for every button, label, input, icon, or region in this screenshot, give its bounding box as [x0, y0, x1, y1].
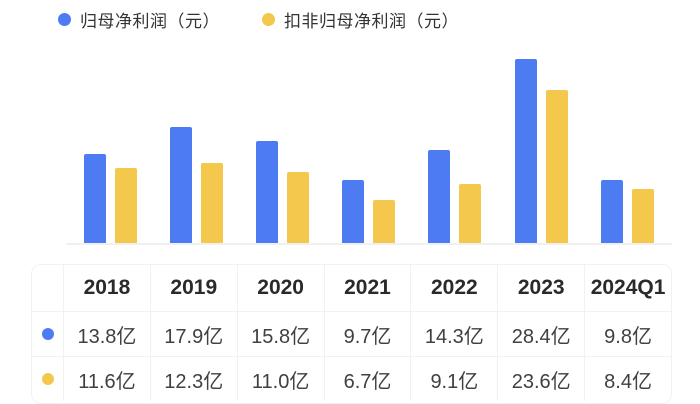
table-header-2024q1: 2024Q1 — [584, 265, 671, 311]
bar-deducted-net-profit-2023 — [546, 90, 568, 243]
series-dot-cell-deducted-net-profit — [32, 356, 63, 401]
bar-net-profit-2024q1 — [601, 180, 623, 243]
bar-net-profit-2022 — [428, 150, 450, 243]
cell-net-profit-2022: 14.3亿 — [410, 311, 498, 356]
legend-dot-net-profit — [58, 12, 71, 26]
bar-deducted-net-profit-2022 — [459, 184, 481, 243]
cell-net-profit-2024q1: 9.8亿 — [584, 311, 671, 356]
table-header-2020: 2020 — [236, 265, 324, 311]
bar-deducted-net-profit-2024q1 — [632, 189, 654, 243]
bar-net-profit-2023 — [515, 59, 537, 243]
bar-chart — [66, 59, 672, 245]
cell-net-profit-2023: 28.4亿 — [497, 311, 585, 356]
series-dot-deducted-net-profit — [41, 373, 54, 385]
data-table: 2018 2019 2020 2021 2022 2023 2024Q1 13.8亿 17.9亿… — [31, 264, 672, 404]
table-header-2018: 2018 — [63, 265, 150, 311]
cell-deducted-net-profit-2024q1: 8.4亿 — [584, 356, 671, 401]
table-header-2022: 2022 — [410, 265, 497, 311]
bar-deducted-net-profit-2020 — [287, 172, 309, 243]
cell-net-profit-2020: 15.8亿 — [236, 311, 324, 356]
legend-item-net-profit: 归母净利润（元） — [58, 7, 220, 32]
series-dot-net-profit — [41, 328, 54, 340]
chart-legend: 归母净利润（元） 扣非归母净利润（元） — [58, 7, 459, 31]
legend-dot-deducted-net-profit — [262, 12, 275, 26]
table-header-2021: 2021 — [323, 265, 411, 311]
cell-deducted-net-profit-2022: 9.1亿 — [410, 356, 498, 401]
cell-net-profit-2018: 13.8亿 — [63, 311, 150, 356]
series-dot-cell-net-profit — [32, 311, 63, 356]
cell-deducted-net-profit-2023: 23.6亿 — [497, 356, 585, 401]
legend-item-deducted-net-profit: 扣非归母净利润（元） — [262, 7, 459, 32]
bar-deducted-net-profit-2021 — [373, 200, 395, 243]
bar-net-profit-2020 — [256, 141, 278, 243]
legend-label-net-profit: 归母净利润（元） — [80, 11, 220, 31]
cell-net-profit-2021: 9.7亿 — [323, 311, 411, 356]
bar-net-profit-2021 — [342, 180, 364, 243]
cell-net-profit-2019: 17.9亿 — [149, 311, 237, 356]
bar-net-profit-2019 — [170, 127, 192, 243]
table-corner-cell — [32, 265, 63, 311]
bar-net-profit-2018 — [84, 154, 106, 243]
bar-deducted-net-profit-2019 — [201, 163, 223, 243]
bar-deducted-net-profit-2018 — [115, 168, 137, 243]
table-header-2023: 2023 — [497, 265, 584, 311]
cell-deducted-net-profit-2021: 6.7亿 — [323, 356, 411, 401]
table-header-2019: 2019 — [149, 265, 237, 311]
cell-deducted-net-profit-2020: 11.0亿 — [236, 356, 324, 401]
legend-label-deducted-net-profit: 扣非归母净利润（元） — [284, 11, 459, 31]
x-axis-line — [66, 243, 672, 245]
cell-deducted-net-profit-2019: 12.3亿 — [149, 356, 237, 401]
cell-deducted-net-profit-2018: 11.6亿 — [63, 356, 150, 401]
